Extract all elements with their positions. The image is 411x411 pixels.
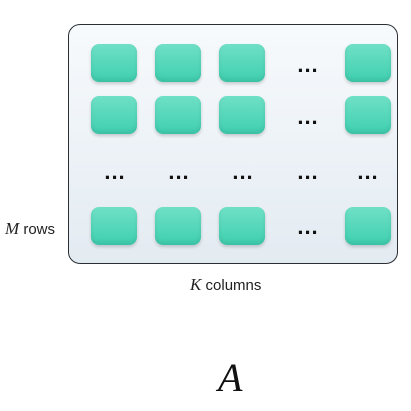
row-ellipsis: ... bbox=[104, 159, 126, 184]
row-ellipsis: ... bbox=[232, 159, 254, 184]
matrix-cell bbox=[155, 207, 201, 245]
matrix-cell bbox=[91, 44, 137, 82]
column-ellipsis: ... bbox=[297, 104, 319, 129]
matrix-cell bbox=[155, 44, 201, 82]
matrix-cell bbox=[155, 96, 201, 134]
matrix-cell bbox=[219, 44, 265, 82]
column-count-variable: K bbox=[190, 275, 202, 294]
matrix-cell bbox=[91, 96, 137, 134]
row-count-text: rows bbox=[23, 221, 56, 238]
row-ellipsis: ... bbox=[168, 159, 190, 184]
column-count-text: columns bbox=[205, 277, 262, 294]
matrix-cell bbox=[345, 207, 391, 245]
matrix-cell bbox=[345, 96, 391, 134]
matrix-cell bbox=[345, 44, 391, 82]
row-count-label: M rows bbox=[5, 219, 55, 239]
matrix-name-label: A bbox=[218, 355, 243, 400]
matrix-cell bbox=[91, 207, 137, 245]
row-count-variable: M bbox=[5, 219, 20, 238]
matrix-cell bbox=[219, 96, 265, 134]
column-count-label: K columns bbox=[190, 275, 261, 295]
row-ellipsis: ... bbox=[357, 159, 379, 184]
row-ellipsis: ... bbox=[297, 159, 319, 184]
column-ellipsis: ... bbox=[297, 214, 319, 239]
column-ellipsis: ... bbox=[297, 52, 319, 77]
matrix-cell bbox=[219, 207, 265, 245]
